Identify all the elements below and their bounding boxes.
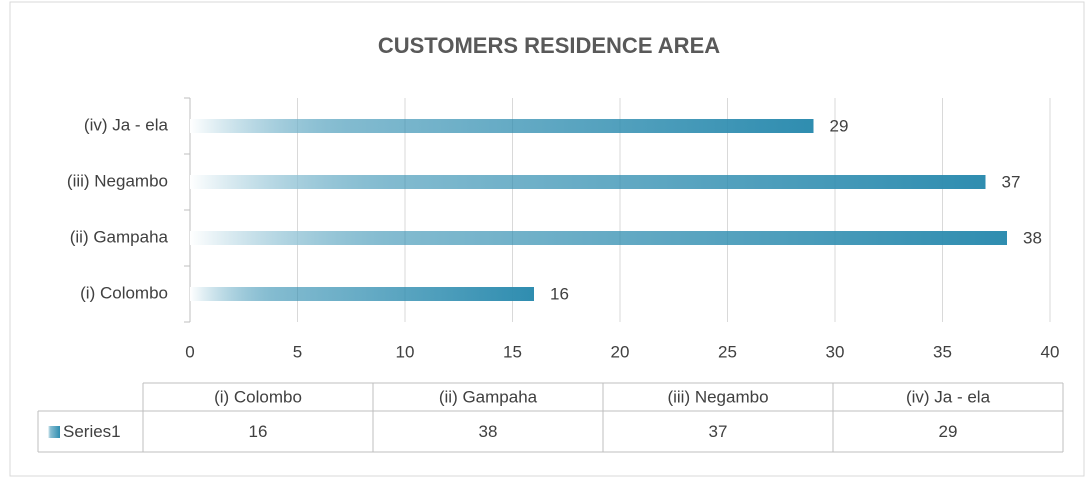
bar [190,119,814,133]
table-value: 29 [939,422,958,441]
y-tick-label: (iv) Ja - ela [84,115,169,134]
y-tick-label: (iii) Negambo [67,171,168,190]
data-label: 37 [1002,172,1021,191]
chart-border [9,1,1085,477]
table-header: (i) Colombo [214,387,302,406]
y-tick-label: (ii) Gampaha [70,227,169,246]
chart-title: CUSTOMERS RESIDENCE AREA [378,33,720,58]
data-label: 16 [550,284,569,303]
x-tick-label: 35 [933,342,952,361]
data-label: 29 [830,116,849,135]
x-tick-label: 15 [503,342,522,361]
x-tick-label: 25 [718,342,737,361]
x-tick-label: 0 [185,342,194,361]
x-tick-label: 40 [1041,342,1060,361]
x-tick-label: 5 [293,342,302,361]
table-header: (ii) Gampaha [439,387,538,406]
table-header: (iii) Negambo [667,387,768,406]
x-tick-label: 10 [396,342,415,361]
bar [190,231,1007,245]
legend-key [48,426,60,438]
data-label: 38 [1023,228,1042,247]
table-value: 16 [249,422,268,441]
bar [190,287,534,301]
table-value: 38 [479,422,498,441]
y-tick-label: (i) Colombo [80,283,168,302]
bar [190,175,986,189]
table-header: (iv) Ja - ela [906,387,991,406]
x-tick-label: 20 [611,342,630,361]
x-tick-label: 30 [826,342,845,361]
legend-label: Series1 [63,422,121,441]
table-value: 37 [709,422,728,441]
